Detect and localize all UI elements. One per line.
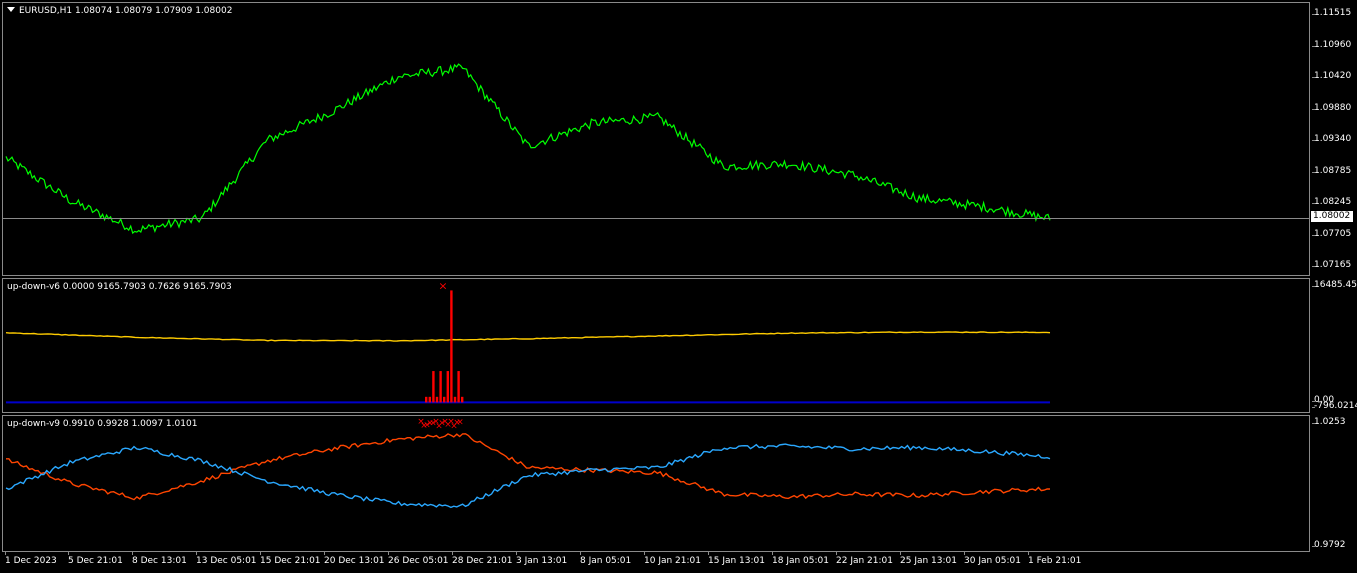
v6-signal-bar	[446, 371, 449, 403]
axis-tick-label: 1.07165	[1311, 259, 1352, 270]
time-axis-label: 22 Jan 21:01	[836, 556, 893, 566]
time-axis-tick	[516, 552, 517, 555]
v6-signal-bar	[428, 396, 431, 403]
price-series-line	[5, 63, 1051, 235]
v6-signal-bar	[457, 371, 460, 403]
time-axis-tick	[836, 552, 837, 555]
time-axis-tick	[5, 552, 6, 555]
v6-signal-bar	[439, 371, 442, 403]
symbol-label: EURUSD,H1 1.08074 1.08079 1.07909 1.0800…	[7, 6, 232, 16]
v6-signal-bar	[461, 396, 464, 403]
v6-signal-marker-icon: ×	[438, 279, 447, 292]
axis-tick-label: 16485.450	[1312, 280, 1357, 290]
v9-signal-marker-icon: ×	[435, 421, 443, 431]
axis-tick-label: 1.11515	[1311, 8, 1352, 19]
time-axis-tick	[388, 552, 389, 555]
v9-signal-marker-icon: ×	[450, 421, 458, 431]
time-axis-label: 8 Jan 05:01	[580, 556, 632, 566]
up-down-v9-label: up-down-v9 0.9910 0.9928 1.0097 1.0101	[7, 419, 198, 429]
price-axis: 1.11515 1.10960 1.10420 1.09880 1.09340 1.087…	[1310, 2, 1357, 276]
time-axis-tick	[772, 552, 773, 555]
v9-blue-line	[5, 443, 1051, 509]
up-down-v6-label: up-down-v6 0.0000 9165.7903 0.7626 9165.…	[7, 282, 232, 292]
v9-signal-marker-icon: ×	[438, 418, 446, 428]
v9-signal-marker-icon: ×	[429, 418, 437, 428]
axis-tick-label: 0.9792	[1312, 540, 1346, 550]
v9-signal-marker-icon: ×	[444, 420, 452, 430]
time-axis-label: 20 Dec 13:01	[324, 556, 385, 566]
axis-tick-label: -796.0214	[1311, 401, 1357, 411]
time-axis-label: 3 Jan 13:01	[516, 556, 568, 566]
v9-signal-marker-icon: ×	[432, 417, 440, 427]
up-down-v6-pane[interactable]: up-down-v6 0.0000 9165.7903 0.7626 9165.…	[2, 278, 1310, 413]
time-axis-tick	[68, 552, 69, 555]
time-axis-label: 15 Jan 13:01	[708, 556, 765, 566]
time-axis-label: 18 Jan 05:01	[772, 556, 829, 566]
time-axis-tick	[708, 552, 709, 555]
time-axis-tick	[260, 552, 261, 555]
time-axis-tick	[196, 552, 197, 555]
axis-tick-label: 1.10420	[1311, 71, 1352, 82]
time-axis-tick	[1028, 552, 1029, 555]
v6-signal-bar	[443, 396, 446, 403]
axis-tick-label: 1.09880	[1311, 102, 1352, 113]
time-axis-tick	[324, 552, 325, 555]
current-price-box: 1.08002	[1311, 211, 1353, 223]
axis-tick-label: 1.08245	[1311, 197, 1352, 208]
time-axis-label: 8 Dec 13:01	[132, 556, 187, 566]
v9-signal-marker-icon: ×	[417, 417, 425, 427]
time-axis-label: 1 Feb 21:01	[1028, 556, 1082, 566]
time-axis-label: 1 Dec 2023	[5, 556, 57, 566]
v9-signal-marker-icon: ×	[426, 419, 434, 429]
v9-signal-marker-icon: ×	[423, 421, 431, 431]
v9-signal-marker-icon: ×	[420, 421, 428, 431]
axis-tick-label: 1.07705	[1311, 228, 1352, 239]
time-axis-tick	[900, 552, 901, 555]
axis-tick-label: 0.00	[1311, 395, 1335, 406]
v6-signal-bar	[425, 396, 428, 403]
axis-tick-label: 1.08785	[1311, 166, 1352, 177]
time-axis-label: 28 Dec 21:01	[452, 556, 513, 566]
v6-signal-bar	[432, 371, 435, 403]
v6-axis: 16485.450 0.00-796.0214	[1310, 278, 1357, 413]
axis-tick-label: 1.10960	[1311, 40, 1352, 51]
v9-signal-marker-icon: ×	[447, 417, 455, 427]
axis-tick-label: 1.0253	[1312, 417, 1346, 427]
price-chart-svg	[3, 63, 1309, 235]
v6-signal-bar	[435, 396, 439, 403]
time-axis-label: 15 Dec 21:01	[260, 556, 321, 566]
time-axis-tick	[644, 552, 645, 555]
time-axis-label: 5 Dec 21:01	[68, 556, 123, 566]
v9-orange-line	[6, 433, 1050, 501]
up-down-v9-svg: ××××××××××××××	[5, 417, 1051, 509]
time-axis-tick	[132, 552, 133, 555]
v6-signal-bar	[453, 396, 457, 403]
v9-signal-marker-icon: ×	[453, 418, 461, 428]
up-down-v6-svg: ×	[5, 279, 1051, 404]
v9-signal-marker-icon: ×	[456, 418, 464, 428]
up-down-v9-pane[interactable]: up-down-v9 0.9910 0.9928 1.0097 1.0101 ×…	[2, 415, 1310, 552]
time-axis-tick	[964, 552, 965, 555]
price-chart-pane[interactable]: EURUSD,H1 1.08074 1.08079 1.07909 1.0800…	[2, 2, 1310, 276]
time-axis-tick	[580, 552, 581, 555]
v9-axis: 1.0253 0.9792	[1310, 415, 1357, 552]
axis-tick-label: 1.09340	[1311, 134, 1352, 144]
time-axis-label: 26 Dec 05:01	[388, 556, 449, 566]
time-axis-label: 13 Dec 05:01	[196, 556, 257, 566]
time-axis: 1 Dec 2023 5 Dec 21:01 8 Dec 13:01 13 Dec 0…	[0, 552, 1357, 573]
time-axis-label: 10 Jan 21:01	[644, 556, 701, 566]
time-axis-label: 25 Jan 13:01	[900, 556, 957, 566]
dropdown-triangle-icon[interactable]	[7, 7, 15, 12]
v9-signal-marker-icon: ×	[441, 417, 449, 427]
v6-signal-bar	[450, 290, 453, 403]
time-axis-label: 30 Jan 05:01	[964, 556, 1021, 566]
v6-yellow-line	[5, 331, 1051, 342]
time-axis-tick	[452, 552, 453, 555]
